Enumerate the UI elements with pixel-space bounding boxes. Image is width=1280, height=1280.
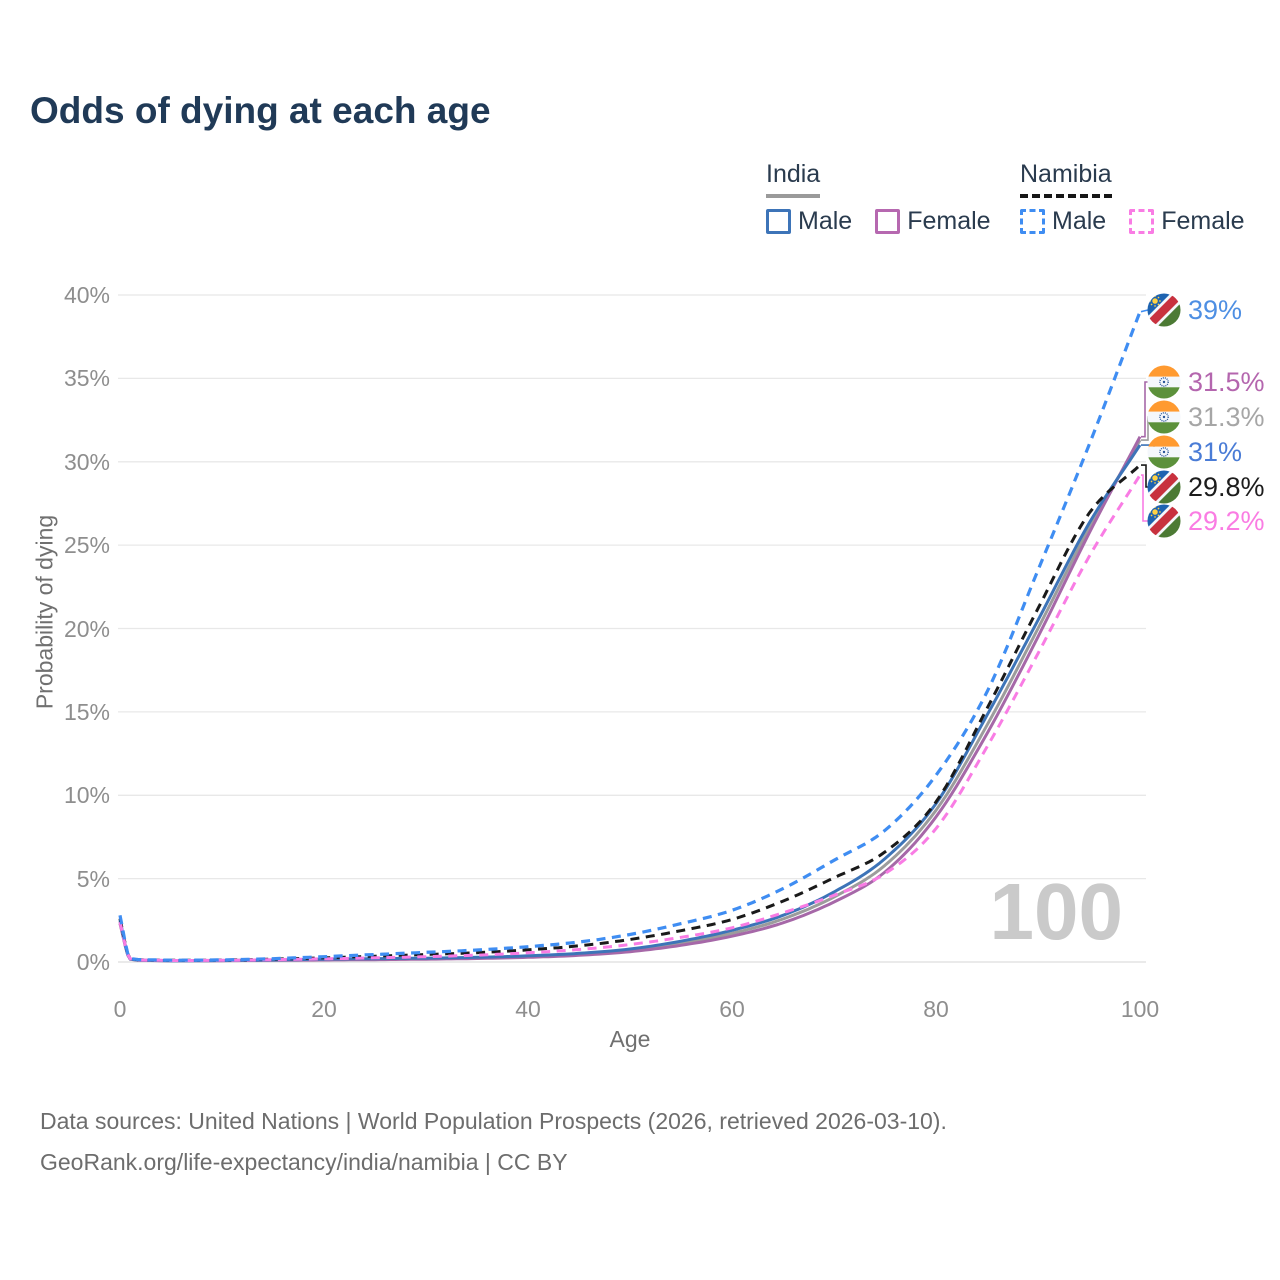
line-india-male[interactable]: [118, 444, 1142, 963]
y-tick-40: 40%: [63, 282, 110, 308]
end-value-india-male: 31%: [1188, 436, 1243, 467]
y-axis-title: Probability of dying: [31, 514, 58, 710]
x-tick-40: 40: [515, 996, 541, 1022]
legend-label-namibia-female[interactable]: Female: [1161, 207, 1245, 235]
end-label-namibia-female: 29.2%: [1147, 504, 1265, 538]
legend-swatch-india-male[interactable]: [766, 209, 791, 234]
line-india-female[interactable]: [118, 436, 1142, 963]
namibia-flag-icon: [1147, 293, 1181, 327]
legend-row-india: Male Female: [766, 207, 1014, 236]
line-namibia-total[interactable]: [118, 463, 1142, 962]
page-title: Odds of dying at each age: [30, 90, 491, 131]
line-namibia-female[interactable]: [118, 474, 1142, 962]
end-label-india-total: 31.3%: [1147, 400, 1265, 434]
x-tick-60: 60: [719, 996, 745, 1022]
namibia-flag-icon: [1147, 470, 1181, 504]
end-label-india-female: 31.5%: [1147, 365, 1265, 399]
legend-group-namibia: Namibia Male Female: [1020, 160, 1268, 236]
end-value-namibia-male: 39%: [1188, 294, 1243, 325]
y-tick-20: 20%: [63, 616, 110, 642]
y-tick-15: 15%: [63, 699, 110, 725]
series-lines: [118, 311, 1142, 963]
legend-swatch-namibia-female[interactable]: [1129, 209, 1155, 234]
end-label-india-male: 31%: [1147, 435, 1242, 469]
leader-namibia-male: [1140, 309, 1149, 313]
end-value-namibia-female: 29.2%: [1188, 505, 1265, 536]
legend-country-india[interactable]: India: [766, 160, 821, 198]
legend-swatch-india-female[interactable]: [875, 209, 901, 234]
end-value-india-total: 31.3%: [1188, 401, 1265, 432]
y-tick-25: 25%: [63, 532, 110, 558]
y-tick-35: 35%: [63, 365, 110, 391]
x-tick-20: 20: [311, 996, 337, 1022]
x-tick-0: 0: [113, 996, 127, 1022]
legend-swatch-namibia-male[interactable]: [1020, 209, 1045, 234]
x-axis-title: Age: [609, 1026, 651, 1052]
leader-namibia-female: [1141, 474, 1149, 522]
data-source-note: Data sources: United Nations | World Pop…: [40, 1108, 947, 1134]
gridlines: [118, 294, 1146, 963]
legend-group-india: India Male Female: [766, 160, 1014, 236]
legend-row-namibia: Male Female: [1020, 207, 1268, 236]
y-tick-0: 0%: [76, 949, 110, 975]
chart-canvas: [118, 294, 1155, 963]
leader-india-female: [1141, 381, 1149, 438]
legend-label-namibia-male[interactable]: Male: [1052, 207, 1107, 235]
india-flag-icon: [1147, 400, 1181, 434]
y-tick-5: 5%: [76, 866, 110, 892]
line-india-total[interactable]: [118, 439, 1142, 963]
namibia-flag-icon: [1147, 504, 1181, 538]
y-tick-10: 10%: [63, 782, 110, 808]
legend-label-india-male[interactable]: Male: [798, 207, 853, 235]
end-label-namibia-male: 39%: [1147, 293, 1242, 327]
x-tick-80: 80: [923, 996, 949, 1022]
end-value-india-female: 31.5%: [1188, 366, 1265, 397]
x-tick-100: 100: [1120, 996, 1160, 1022]
attribution-note: GeoRank.org/life-expectancy/india/namibi…: [40, 1149, 568, 1175]
legend-label-india-female[interactable]: Female: [907, 207, 991, 235]
y-tick-30: 30%: [63, 449, 110, 475]
legend-country-namibia[interactable]: Namibia: [1020, 160, 1112, 198]
line-namibia-male[interactable]: [118, 311, 1142, 962]
end-label-namibia-total: 29.8%: [1147, 470, 1265, 504]
india-flag-icon: [1147, 435, 1181, 469]
end-value-namibia-total: 29.8%: [1188, 471, 1265, 502]
age-watermark: 100: [989, 867, 1123, 956]
india-flag-icon: [1147, 365, 1181, 399]
